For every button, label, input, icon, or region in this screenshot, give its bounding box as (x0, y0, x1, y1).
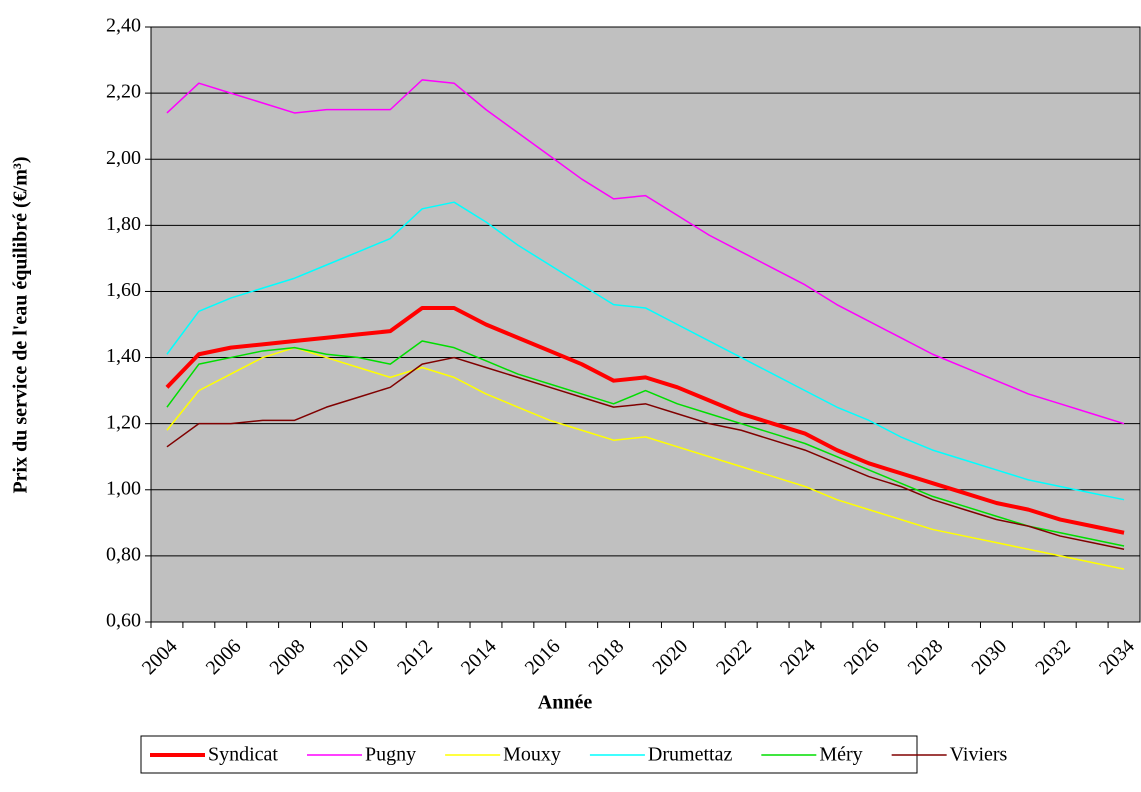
x-tick-label: 2014 (457, 635, 501, 679)
y-tick-label: 2,00 (106, 147, 141, 169)
series-line (166, 340, 1125, 547)
series-line (165, 305, 1125, 535)
x-tick-label: 2024 (776, 635, 820, 679)
y-tick-label: 1,80 (106, 213, 141, 235)
series-line (166, 356, 1125, 551)
x-tick-label: 2018 (585, 635, 629, 679)
x-tick-label: 2032 (1031, 635, 1075, 679)
x-tick-label: 2006 (202, 635, 246, 679)
plot-area (151, 27, 1140, 622)
y-tick-label: 0,60 (106, 610, 141, 632)
x-tick-label: 2004 (138, 635, 182, 679)
y-tick-label: 1,60 (106, 279, 141, 301)
x-axis-title: Année (538, 692, 593, 714)
x-tick-label: 2022 (712, 635, 756, 679)
x-tick-label: 2010 (329, 635, 373, 679)
series-line (166, 346, 1125, 570)
series-line (166, 79, 1125, 425)
x-tick-label: 2008 (266, 635, 310, 679)
x-tick-label: 2026 (840, 635, 884, 679)
y-tick-label: 2,40 (106, 15, 141, 37)
x-tick-label: 2016 (521, 635, 565, 679)
y-tick-label: 2,20 (106, 81, 141, 103)
legend-label: Pugny (365, 744, 416, 766)
legend-label: Syndicat (208, 744, 278, 766)
y-tick-label: 1,00 (106, 477, 141, 499)
legend-label: Viviers (950, 744, 1008, 766)
y-tick-label: 1,20 (106, 411, 141, 433)
plot-border (150, 26, 1141, 623)
x-tick-label: 2012 (393, 635, 437, 679)
legend-label: Drumettaz (648, 744, 733, 766)
series-line (166, 201, 1125, 501)
x-tick-label: 2030 (967, 635, 1011, 679)
legend-label: Mouxy (503, 744, 561, 766)
y-tick-label: 0,80 (106, 543, 141, 565)
x-tick-label: 2020 (648, 635, 692, 679)
y-tick-label: 1,40 (106, 345, 141, 367)
x-tick-label: 2034 (1095, 635, 1139, 679)
x-tick-label: 2028 (904, 635, 948, 679)
legend-label: Méry (819, 744, 862, 766)
y-axis-title: Prix du service de l'eau équilibré (€/m³… (10, 156, 32, 493)
